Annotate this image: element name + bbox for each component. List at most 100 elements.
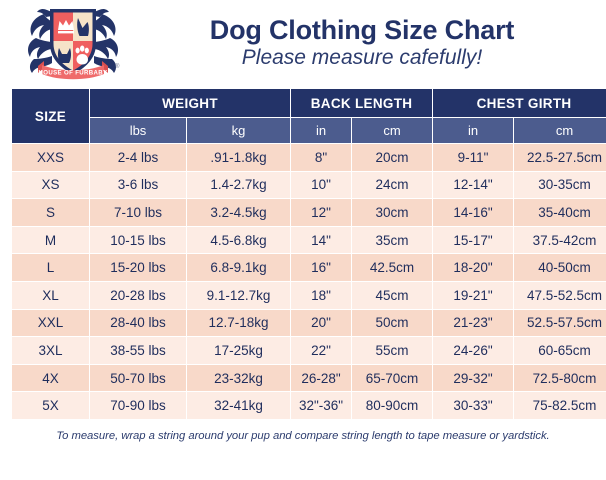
- table-header-group-row: SIZE WEIGHT BACK LENGTH CHEST GIRTH: [11, 88, 606, 144]
- cell-weight-lbs: 10-15 lbs: [89, 225, 187, 255]
- cell-weight-lbs: 38-55 lbs: [89, 336, 187, 365]
- cell-chest-in: 14-16": [432, 198, 515, 227]
- cell-size: XL: [11, 280, 90, 310]
- cell-chest-in: 15-17": [432, 225, 515, 255]
- cell-weight-kg: 3.2-4.5kg: [185, 198, 292, 227]
- cell-weight-kg: 6.8-9.1kg: [185, 253, 292, 282]
- cell-chest-cm: 40-50cm: [513, 253, 606, 282]
- size-table-wrapper: SIZE WEIGHT BACK LENGTH CHEST GIRTH lbs …: [11, 88, 606, 420]
- cell-weight-kg: 1.4-2.7kg: [185, 170, 292, 200]
- cell-size: 4X: [11, 363, 90, 393]
- header-chest-girth: CHEST GIRTH: [432, 88, 606, 118]
- header-weight-lbs: lbs: [89, 117, 187, 144]
- cell-back-cm: 42.5cm: [351, 253, 434, 282]
- cell-weight-lbs: 3-6 lbs: [89, 170, 187, 200]
- cell-weight-lbs: 50-70 lbs: [89, 363, 187, 393]
- cell-chest-in: 19-21": [432, 280, 515, 310]
- cell-chest-cm: 52.5-57.5cm: [513, 308, 606, 338]
- cell-weight-lbs: 2-4 lbs: [89, 143, 187, 172]
- cell-weight-kg: .91-1.8kg: [185, 143, 292, 172]
- cell-weight-kg: 23-32kg: [185, 363, 292, 393]
- filigree-left: [28, 8, 52, 73]
- cell-chest-in: 24-26": [432, 336, 515, 365]
- cell-back-in: 14": [290, 225, 353, 255]
- cat-head-icon: [57, 48, 72, 63]
- table-row: XL 20-28 lbs 9.1-12.7kg 18" 45cm 19-21" 47.5-5…: [11, 280, 606, 310]
- banner-tail-left: [38, 61, 44, 73]
- cell-chest-cm: 37.5-42cm: [513, 225, 606, 255]
- cell-back-in: 32"-36": [290, 391, 353, 420]
- cell-weight-kg: 9.1-12.7kg: [185, 280, 292, 310]
- cell-size: M: [11, 225, 90, 255]
- banner-ribbon: [42, 65, 104, 80]
- table-row: 3XL 38-55 lbs 17-25kg 22" 55cm 24-26" 60-65cm: [11, 336, 606, 365]
- cell-chest-cm: 22.5-27.5cm: [513, 143, 606, 172]
- cell-size: XS: [11, 170, 90, 200]
- paw-print-icon: [75, 45, 89, 65]
- cell-weight-kg: 12.7-18kg: [185, 308, 292, 338]
- page-subtitle: Please measure cafefully!: [241, 46, 483, 69]
- dog-head-icon: [77, 18, 89, 36]
- header-chest-in: in: [432, 117, 515, 144]
- cell-chest-in: 9-11": [432, 143, 515, 172]
- cell-chest-cm: 35-40cm: [513, 198, 606, 227]
- table-row: XXS 2-4 lbs .91-1.8kg 8" 20cm 9-11" 22.5-27.5c…: [11, 143, 606, 172]
- title-block: Dog Clothing Size Chart Please measure c…: [132, 14, 606, 70]
- cell-back-in: 26-28": [290, 363, 353, 393]
- cell-back-cm: 45cm: [351, 280, 434, 310]
- cell-size: L: [11, 253, 90, 282]
- header-chest-cm: cm: [513, 117, 606, 144]
- banner-text: HOUSE OF FURBABY: [39, 70, 108, 77]
- crown-icon: [58, 20, 74, 34]
- cell-chest-cm: 75-82.5cm: [513, 391, 606, 420]
- banner-tail-right: [102, 61, 108, 73]
- table-body: XXS 2-4 lbs .91-1.8kg 8" 20cm 9-11" 22.5-27.5c…: [11, 143, 606, 420]
- header-weight-kg: kg: [185, 117, 292, 144]
- cell-size: XXS: [11, 143, 90, 172]
- header-size: SIZE: [11, 88, 90, 144]
- cell-chest-in: 30-33": [432, 391, 515, 420]
- cell-chest-in: 12-14": [432, 170, 515, 200]
- cell-back-cm: 65-70cm: [351, 363, 434, 393]
- cell-chest-cm: 47.5-52.5cm: [513, 280, 606, 310]
- cell-weight-kg: 4.5-6.8kg: [185, 225, 292, 255]
- cell-back-in: 20": [290, 308, 353, 338]
- registered-mark: ®: [115, 63, 120, 70]
- cell-weight-kg: 32-41kg: [185, 391, 292, 420]
- table-row: XS 3-6 lbs 1.4-2.7kg 10" 24cm 12-14" 30-35cm: [11, 170, 606, 200]
- cell-back-cm: 50cm: [351, 308, 434, 338]
- cell-back-cm: 55cm: [351, 336, 434, 365]
- cell-back-in: 16": [290, 253, 353, 282]
- cell-back-in: 10": [290, 170, 353, 200]
- page-header: HOUSE OF FURBABY ® Dog Clothing Size Cha…: [0, 0, 606, 88]
- brand-logo: HOUSE OF FURBABY ®: [14, 4, 132, 84]
- cell-size: 3XL: [11, 336, 90, 365]
- cell-weight-lbs: 7-10 lbs: [89, 198, 187, 227]
- cell-back-in: 8": [290, 143, 353, 172]
- cell-back-cm: 24cm: [351, 170, 434, 200]
- cell-chest-in: 18-20": [432, 253, 515, 282]
- cell-chest-cm: 72.5-80cm: [513, 363, 606, 393]
- page-title: Dog Clothing Size Chart: [209, 14, 515, 45]
- cell-back-in: 18": [290, 280, 353, 310]
- measure-note: To measure, wrap a string around your pu…: [56, 429, 550, 442]
- table-row: L 15-20 lbs 6.8-9.1kg 16" 42.5cm 18-20" 40-50c…: [11, 253, 606, 282]
- cell-back-cm: 35cm: [351, 225, 434, 255]
- cell-size: XXL: [11, 308, 90, 338]
- cell-weight-lbs: 70-90 lbs: [89, 391, 187, 420]
- cell-back-cm: 80-90cm: [351, 391, 434, 420]
- cell-back-in: 22": [290, 336, 353, 365]
- header-back-cm: cm: [351, 117, 434, 144]
- header-back-length: BACK LENGTH: [290, 88, 434, 118]
- table-row: S 7-10 lbs 3.2-4.5kg 12" 30cm 14-16" 35-40cm: [11, 198, 606, 227]
- size-chart-table: SIZE WEIGHT BACK LENGTH CHEST GIRTH lbs …: [11, 88, 606, 420]
- cell-chest-in: 21-23": [432, 308, 515, 338]
- header-weight: WEIGHT: [88, 88, 292, 118]
- table-row: M 10-15 lbs 4.5-6.8kg 14" 35cm 15-17" 37.5-42c…: [11, 225, 606, 255]
- table-row: 5X 70-90 lbs 32-41kg 32"-36" 80-90cm 30-33" 75…: [11, 391, 606, 420]
- header-back-in: in: [290, 117, 353, 144]
- cell-chest-cm: 60-65cm: [513, 336, 606, 365]
- cell-chest-in: 29-32": [432, 363, 515, 393]
- cell-weight-lbs: 15-20 lbs: [89, 253, 187, 282]
